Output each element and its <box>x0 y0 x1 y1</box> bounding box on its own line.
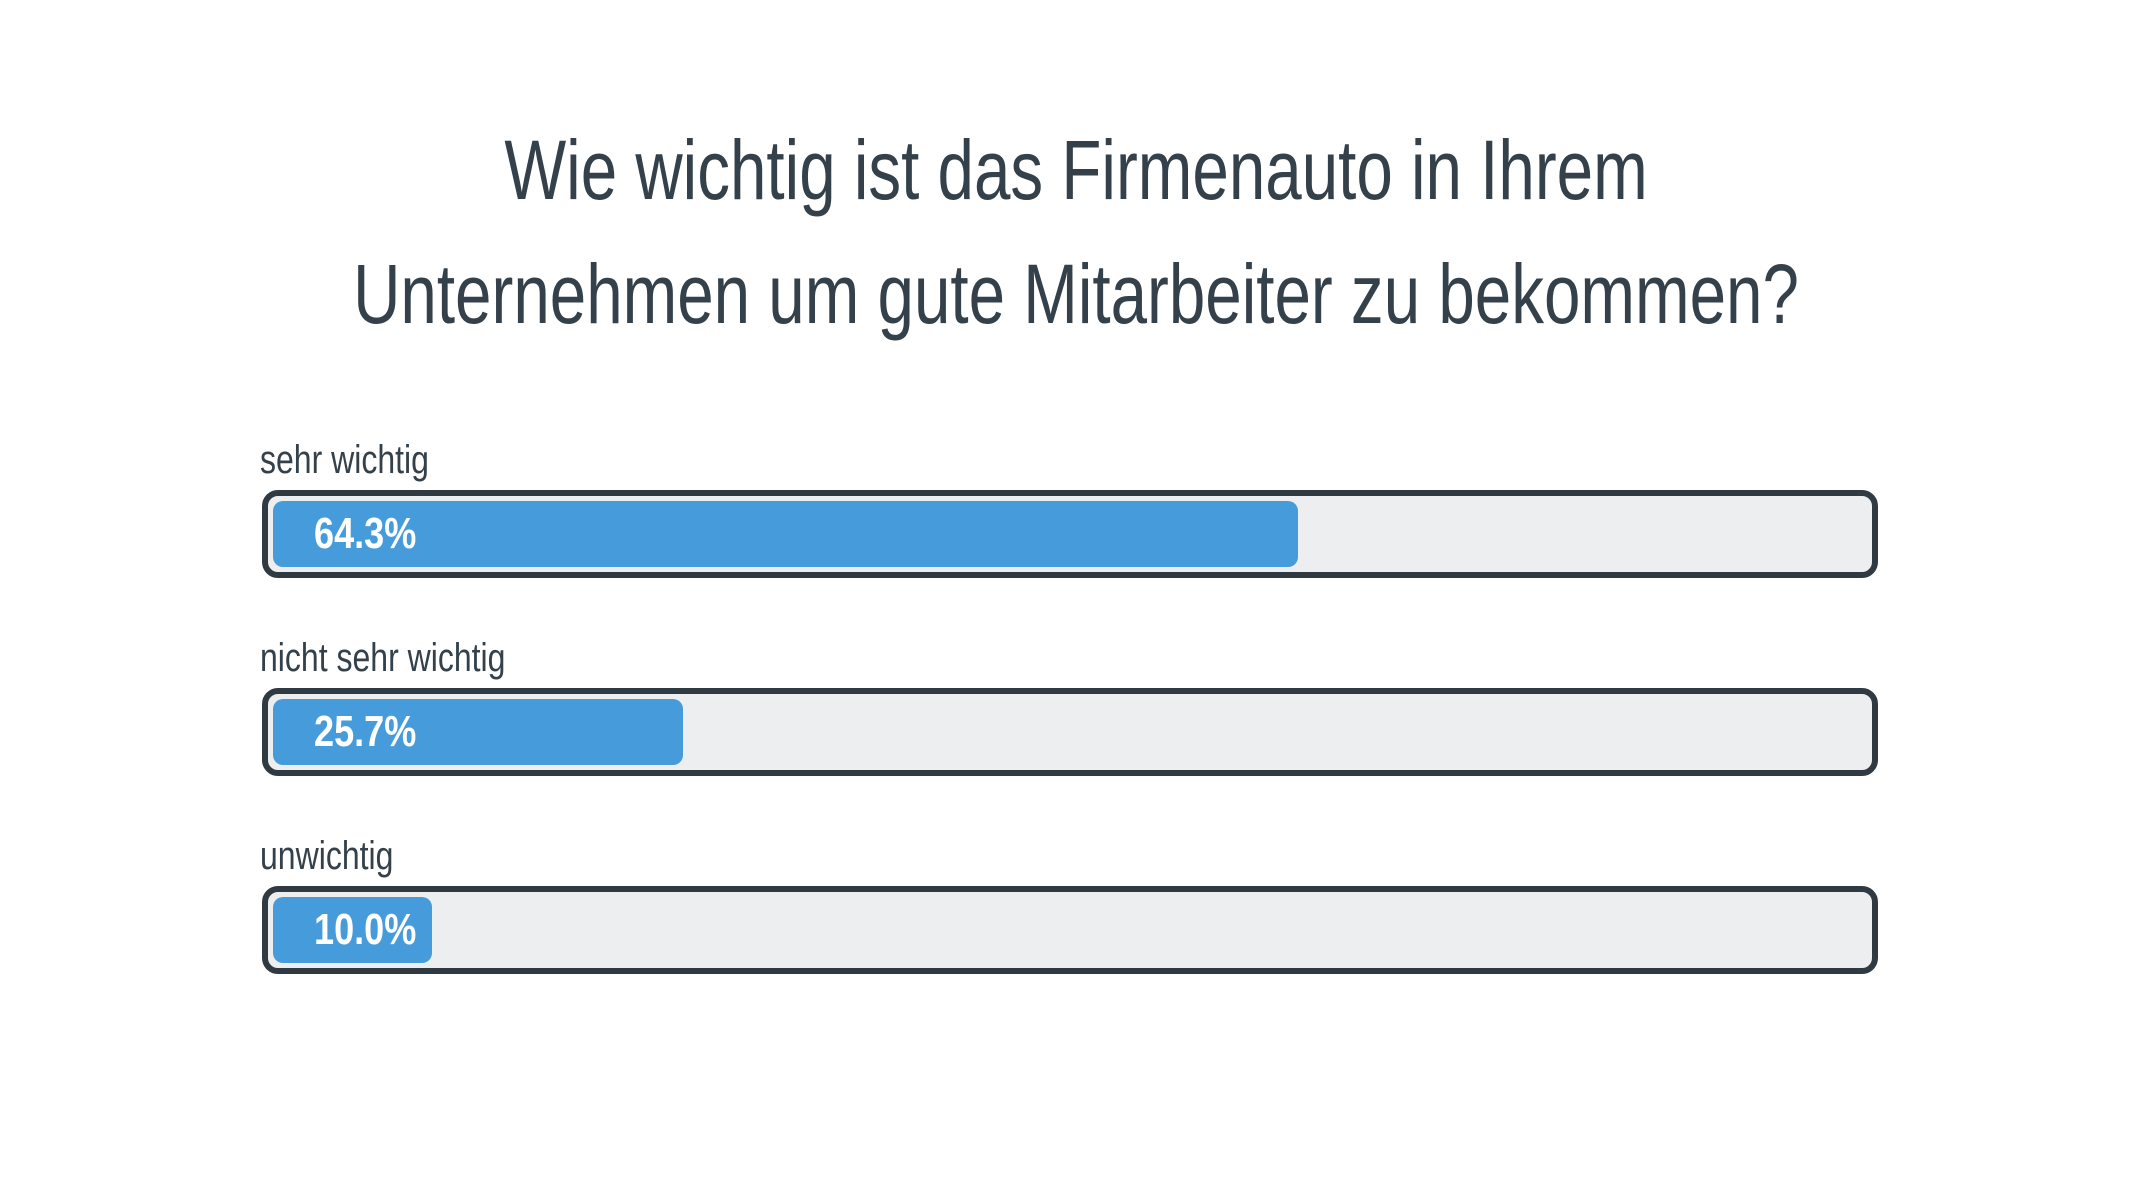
bar-label: nicht sehr wichtig <box>260 636 506 680</box>
bar <box>273 501 1298 567</box>
bar <box>273 699 683 765</box>
bar-track: 10.0% <box>262 886 1878 974</box>
bar <box>273 897 432 963</box>
chart-title-line-2: Unternehmen um gute Mitarbeiter zu bekom… <box>353 247 1799 341</box>
bar-track: 25.7% <box>262 688 1878 776</box>
bar-track: 64.3% <box>262 490 1878 578</box>
bar-label: unwichtig <box>260 834 394 878</box>
bar-label: sehr wichtig <box>260 438 429 482</box>
bar-value-label: 25.7% <box>314 707 417 756</box>
chart-title: Wie wichtig ist das Firmenauto in Ihrem … <box>237 108 1916 356</box>
bar-value-label: 64.3% <box>314 509 417 558</box>
bar-value-label: 10.0% <box>314 905 417 954</box>
chart-title-line-1: Wie wichtig ist das Firmenauto in Ihrem <box>504 123 1648 217</box>
